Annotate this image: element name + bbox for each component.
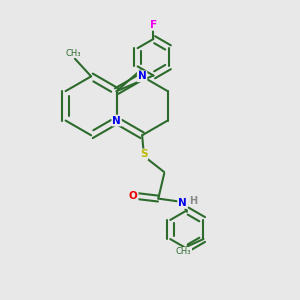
- Text: N: N: [178, 198, 187, 208]
- Text: N: N: [138, 71, 146, 81]
- Text: N: N: [112, 116, 121, 126]
- Text: CH₃: CH₃: [176, 247, 191, 256]
- Text: H: H: [190, 196, 198, 206]
- Text: O: O: [129, 190, 138, 201]
- Text: F: F: [150, 20, 157, 30]
- Text: CH₃: CH₃: [66, 49, 81, 58]
- Text: S: S: [140, 149, 147, 159]
